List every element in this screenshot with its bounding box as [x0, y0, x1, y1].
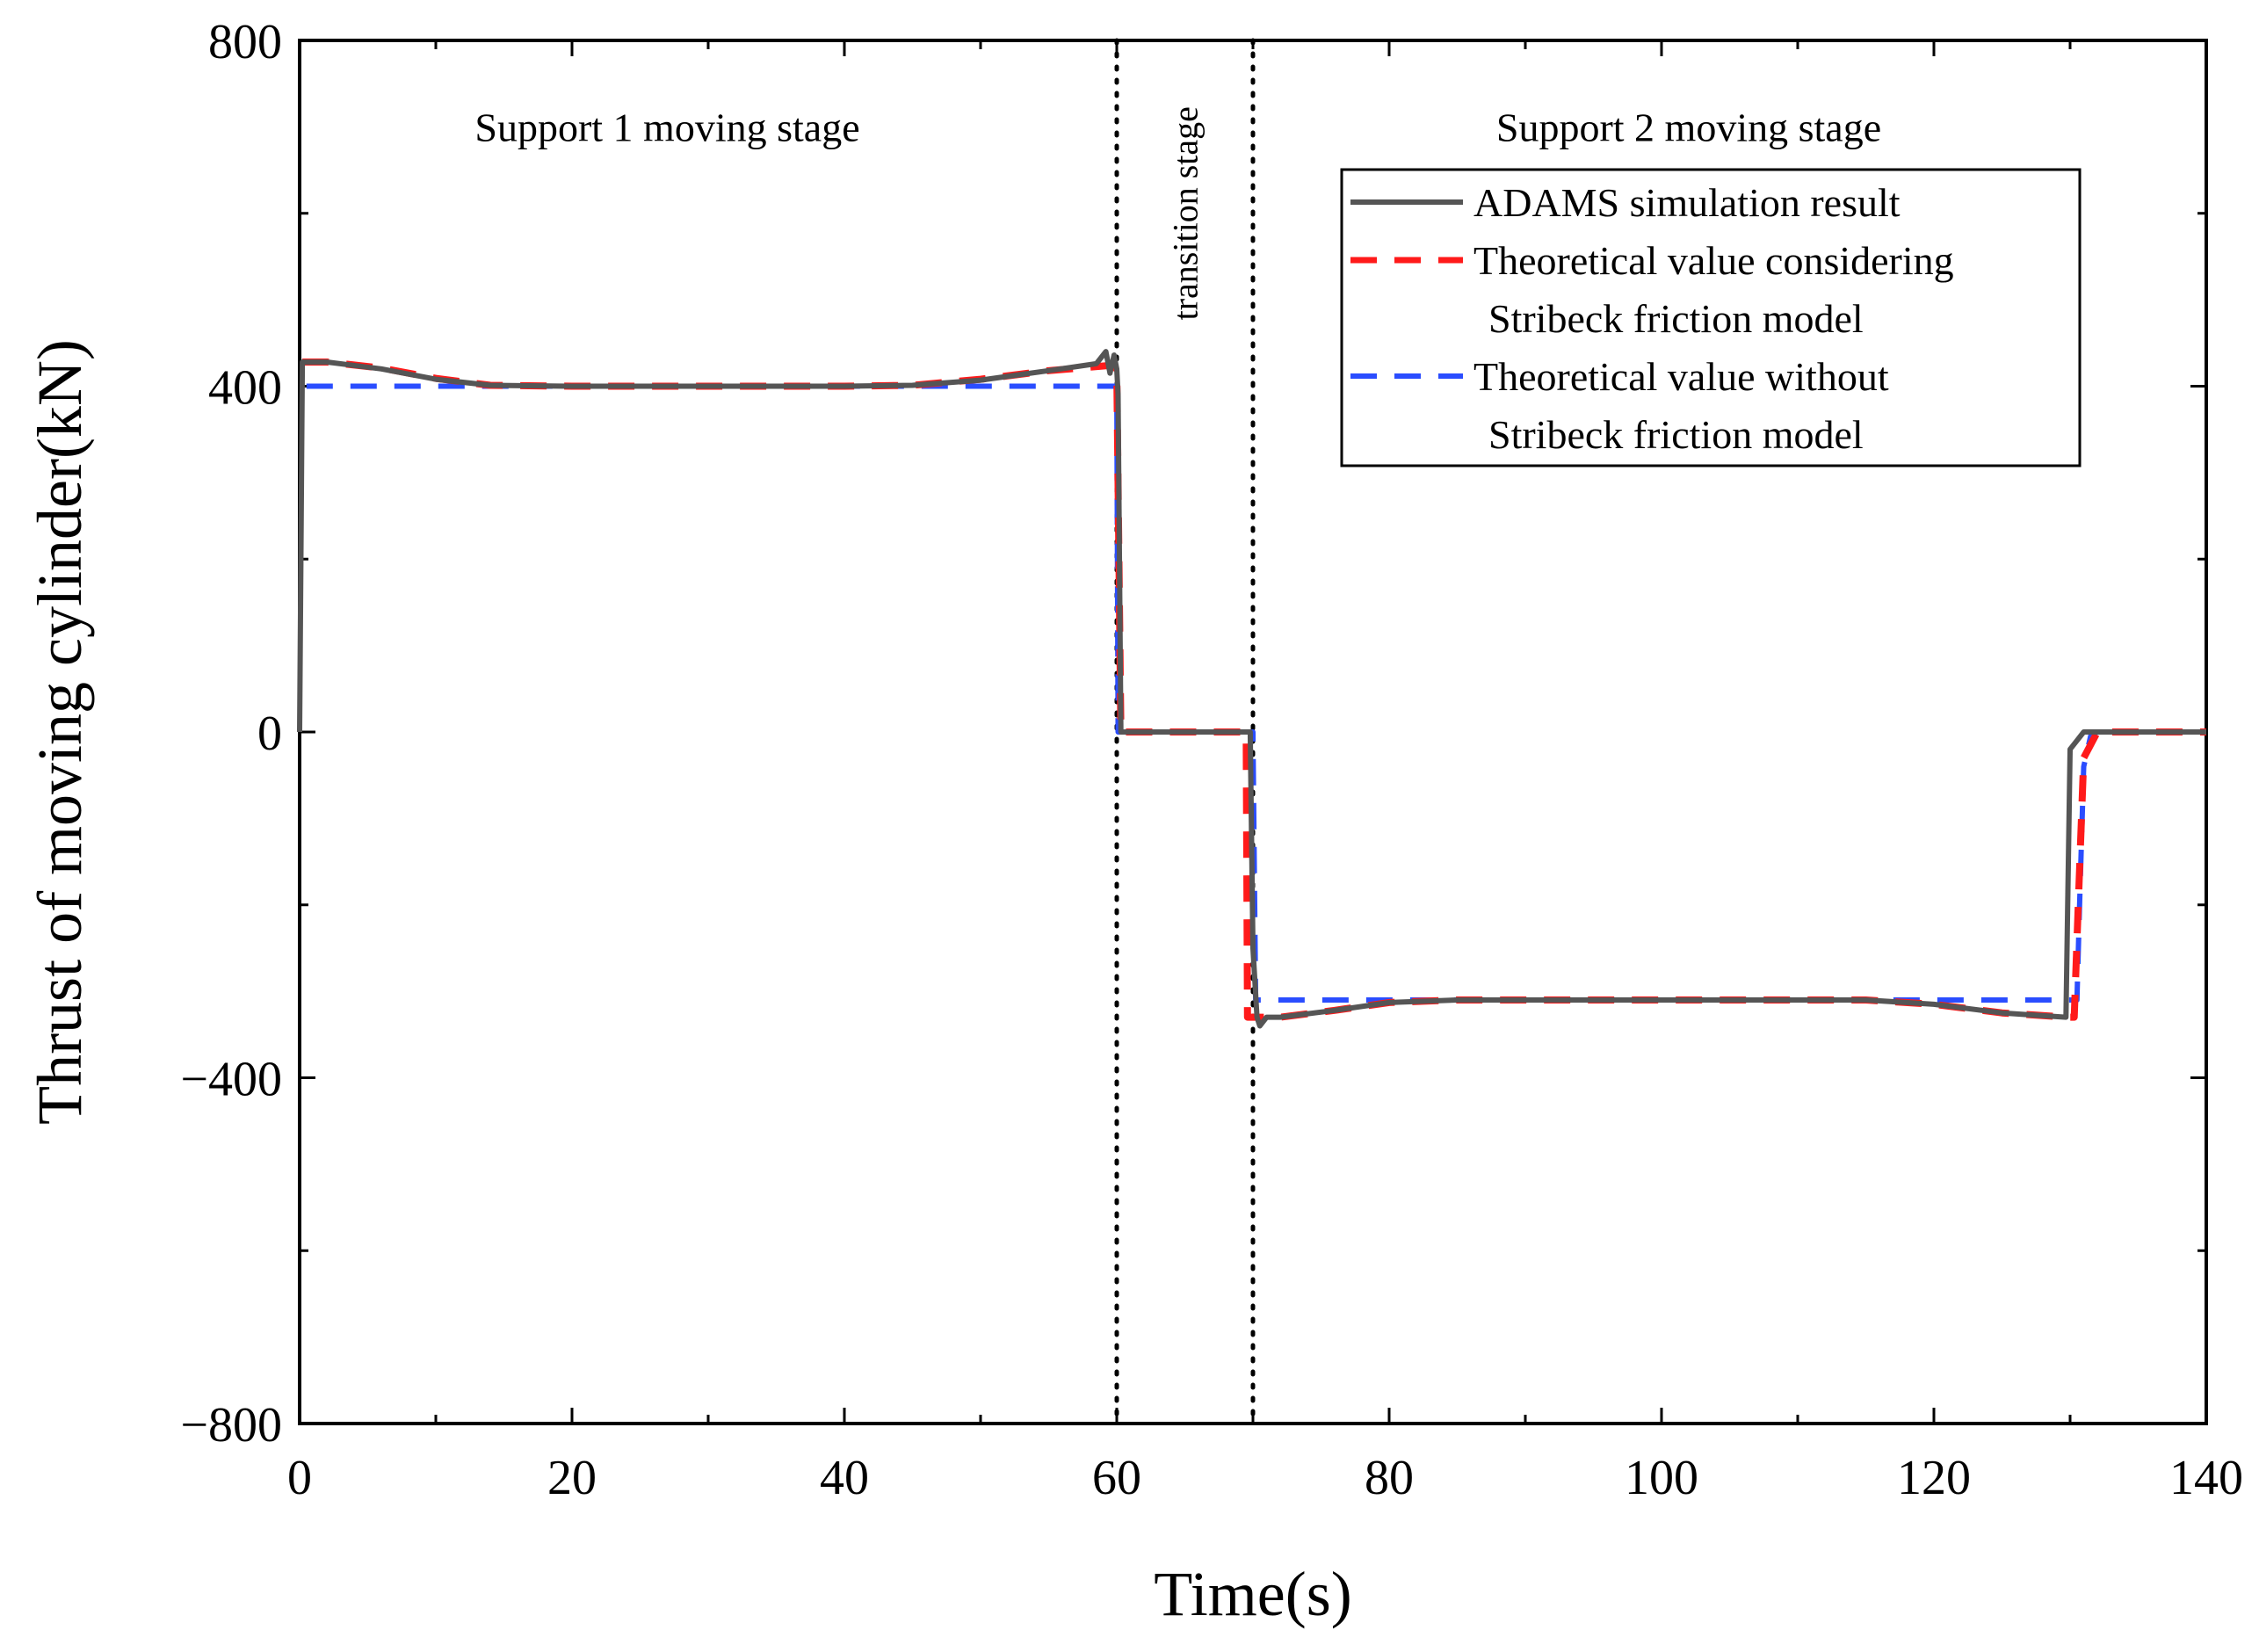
y-axis-title: Thrust of moving cylinder(kN)	[25, 339, 95, 1125]
x-tick-label: 120	[1897, 1451, 1971, 1505]
legend-label-stribeck-line2: Stribeck friction model	[1488, 296, 1864, 341]
legend-label-adams: ADAMS simulation result	[1473, 180, 1901, 225]
series-group	[297, 349, 2206, 1029]
y-tick-label: −400	[180, 1053, 282, 1107]
x-tick-label: 80	[1365, 1451, 1414, 1505]
x-tick-labels: 0 20 40 60 80 100 120 140	[287, 1451, 2243, 1505]
legend-label-no-stribeck: Theoretical value without	[1473, 354, 1889, 399]
x-axis-title: Time(s)	[1154, 1559, 1351, 1629]
y-tick-label: 0	[257, 706, 282, 761]
x-tick-label: 140	[2169, 1451, 2243, 1505]
x-tick-label: 20	[547, 1451, 597, 1505]
x-tick-label: 40	[820, 1451, 869, 1505]
legend-label-no-stribeck-line2: Stribeck friction model	[1488, 412, 1864, 457]
annotation-support-2-stage: Support 2 moving stage	[1496, 105, 1881, 149]
series-line-0	[297, 349, 2206, 1029]
y-tick-label: 800	[208, 15, 282, 69]
annotation-transition-stage: transition stage	[1166, 106, 1206, 320]
y-tick-label: −800	[180, 1398, 282, 1453]
x-tick-label: 0	[287, 1451, 312, 1505]
legend-box	[1340, 168, 2082, 467]
legend-label-stribeck: Theoretical value considering	[1473, 238, 1954, 283]
x-tick-label: 60	[1092, 1451, 1141, 1505]
x-tick-label: 100	[1625, 1451, 1698, 1505]
y-tick-labels: −800 −400 0 400 800	[180, 15, 282, 1453]
legend: ADAMS simulation result Theoretical valu…	[1340, 168, 2082, 467]
annotation-support-1-stage: Support 1 moving stage	[474, 105, 859, 149]
y-tick-label: 400	[208, 361, 282, 416]
